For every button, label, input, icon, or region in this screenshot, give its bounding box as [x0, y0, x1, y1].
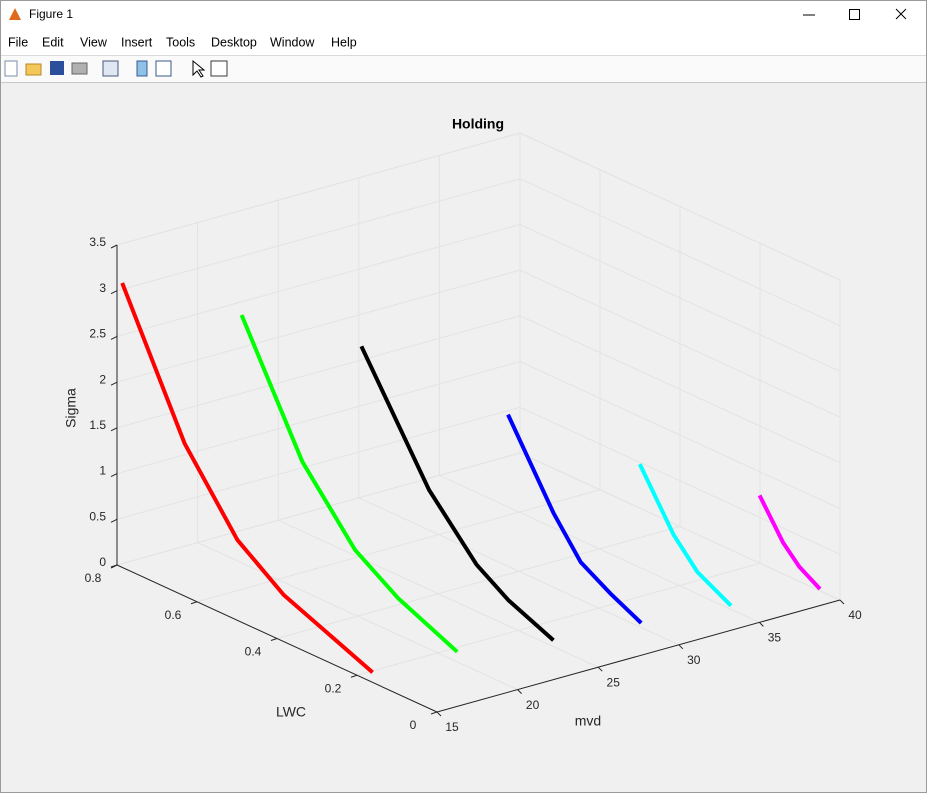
- app-icon: [9, 8, 21, 20]
- z-tick: [110, 290, 118, 295]
- open-icon[interactable]: [25, 63, 42, 76]
- grid-line: [519, 223, 841, 372]
- menu-item[interactable]: Window: [270, 35, 315, 49]
- y-tick-label: 0.4: [245, 645, 262, 659]
- y-tick: [190, 601, 198, 605]
- z-tick: [110, 335, 118, 340]
- x-axis-label: mvd: [575, 713, 601, 729]
- data-line: [120, 282, 374, 674]
- menu-item[interactable]: Insert: [121, 35, 153, 49]
- grid-line: [116, 406, 521, 520]
- chart-title: Holding: [452, 116, 504, 132]
- grid-line: [116, 452, 521, 566]
- z-tick-label: 2.5: [89, 327, 106, 341]
- x-tick-label: 25: [607, 675, 621, 689]
- x-tick-label: 15: [445, 720, 459, 734]
- y-tick: [350, 674, 358, 678]
- grid-line: [116, 132, 521, 246]
- y-axis-label: LWC: [276, 704, 306, 720]
- menu-item[interactable]: Tools: [166, 35, 195, 49]
- z-tick: [110, 381, 118, 386]
- menu-item[interactable]: Edit: [42, 35, 64, 49]
- z-tick: [110, 518, 118, 523]
- maximize-button[interactable]: [849, 9, 860, 20]
- z-tick-label: 0.5: [89, 509, 106, 523]
- data-line: [506, 413, 643, 625]
- x-tick: [678, 644, 684, 650]
- x-tick: [839, 599, 845, 605]
- grid-line: [519, 269, 841, 418]
- z-tick-label: 3: [99, 281, 106, 295]
- x-tick-label: 35: [768, 631, 782, 645]
- grid-line: [519, 406, 841, 555]
- y-tick-label: 0: [410, 718, 417, 732]
- grid-line: [519, 132, 841, 281]
- z-tick: [110, 427, 118, 432]
- data-line: [239, 314, 459, 654]
- toolbar: [0, 56, 927, 82]
- x-tick: [436, 711, 442, 717]
- grid-line: [116, 315, 521, 429]
- pointer-icon[interactable]: [192, 59, 206, 78]
- title-and-menu-bar: [0, 0, 927, 56]
- print-icon[interactable]: [71, 62, 88, 75]
- x-tick-label: 20: [526, 698, 540, 712]
- z-tick-label: 2: [99, 372, 106, 386]
- colorbar-icon[interactable]: [136, 60, 148, 77]
- toolbar-icons: [4, 59, 228, 78]
- x-tick-label: 40: [848, 608, 862, 622]
- grid-line: [519, 452, 841, 601]
- new-icon[interactable]: [4, 60, 18, 77]
- print-preview-icon[interactable]: [102, 60, 119, 77]
- x-axis: [436, 599, 841, 713]
- property-editor-icon[interactable]: [210, 60, 228, 77]
- z-axis-label: Sigma: [63, 388, 79, 428]
- grid-line: [116, 223, 521, 337]
- grid-line: [116, 269, 521, 383]
- grid-line: [276, 526, 681, 639]
- grid-line: [356, 562, 761, 676]
- grid-line: [116, 178, 521, 292]
- grid-line: [519, 361, 841, 510]
- data-line: [757, 494, 822, 591]
- x-tick: [517, 689, 522, 694]
- menu-item[interactable]: View: [80, 35, 108, 49]
- menu-item[interactable]: Help: [331, 35, 357, 49]
- close-button[interactable]: [895, 8, 907, 20]
- grid-line: [196, 489, 601, 603]
- y-tick-label: 0.8: [85, 571, 102, 585]
- data-line: [359, 345, 555, 642]
- save-icon[interactable]: [50, 61, 64, 75]
- y-tick-label: 0.6: [165, 608, 182, 622]
- legend-icon[interactable]: [155, 60, 172, 77]
- x-tick: [597, 666, 603, 672]
- menu-bar: File Edit View Insert Tools Desktop Window Help: [8, 35, 357, 49]
- window-title: Figure 1: [29, 7, 73, 21]
- z-tick-label: 1: [99, 464, 106, 478]
- z-tick: [110, 473, 118, 478]
- x-tick: [759, 622, 764, 627]
- x-tick-label: 30: [687, 653, 701, 667]
- z-tick-label: 3.5: [89, 235, 106, 249]
- menu-item[interactable]: Desktop: [211, 35, 257, 49]
- grid-line: [519, 315, 841, 464]
- z-tick-label: 1.5: [89, 418, 106, 432]
- y-tick: [270, 638, 278, 641]
- menu-item[interactable]: File: [8, 35, 28, 49]
- axes: 15 20 25 30 35 40 0 0.2 0.4 0.6 0.8 0 0.5 1 1.5 2 2.5 3 3.…: [63, 116, 862, 734]
- z-tick: [110, 564, 118, 569]
- grid-line: [519, 178, 841, 327]
- z-tick: [110, 244, 118, 249]
- data-line: [637, 463, 733, 608]
- y-tick-label: 0.2: [325, 681, 342, 695]
- grid-line: [116, 361, 521, 475]
- y-tick: [430, 711, 438, 715]
- z-tick-label: 0: [99, 555, 106, 569]
